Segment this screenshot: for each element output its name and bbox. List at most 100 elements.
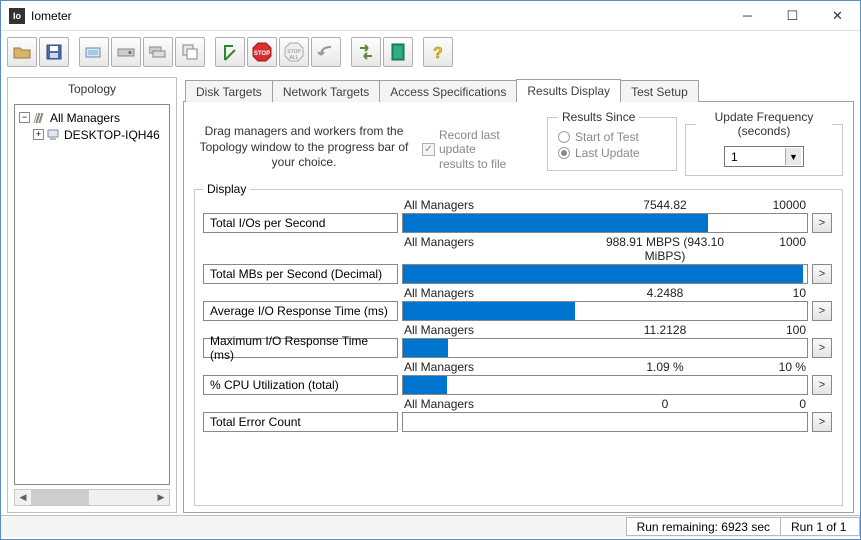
exit-button[interactable]	[383, 37, 413, 67]
metric-expand-button[interactable]: >	[812, 301, 832, 321]
status-run-count: Run 1 of 1	[780, 517, 860, 536]
maximize-button[interactable]: ☐	[770, 1, 815, 30]
radio-last-update: Last Update	[558, 146, 666, 160]
tab-access-specs[interactable]: Access Specifications	[379, 80, 517, 102]
record-checkbox: ✓ Record last updateresults to file	[422, 110, 539, 171]
expand-icon[interactable]: +	[33, 129, 44, 140]
metric-expand-button[interactable]: >	[812, 412, 832, 432]
tab-test-setup[interactable]: Test Setup	[620, 80, 699, 102]
metric-max: 10	[746, 286, 806, 300]
metric-manager: All Managers	[404, 360, 584, 374]
metric-max: 10 %	[746, 360, 806, 374]
svg-text:STOP: STOP	[254, 51, 270, 57]
metric-label[interactable]: Total I/Os per Second	[203, 213, 398, 233]
scroll-right-icon[interactable]: ▶	[153, 490, 169, 505]
reset-button[interactable]	[311, 37, 341, 67]
metric-label[interactable]: % CPU Utilization (total)	[203, 375, 398, 395]
tree-child[interactable]: + DESKTOP-IQH46	[19, 126, 165, 143]
tab-disk-targets[interactable]: Disk Targets	[185, 80, 273, 102]
status-run-remaining: Run remaining: 6923 sec	[626, 517, 781, 536]
start-button[interactable]	[215, 37, 245, 67]
results-since-legend: Results Since	[558, 110, 639, 124]
managers-icon	[33, 112, 47, 124]
record-checkbox-label: Record last updateresults to file	[439, 128, 539, 171]
disks-button[interactable]	[143, 37, 173, 67]
svg-text:?: ?	[433, 45, 443, 61]
metric-expand-button[interactable]: >	[812, 338, 832, 358]
metric-row: Total I/Os per Second All Managers7544.82…	[203, 198, 834, 233]
metric-row: Average I/O Response Time (ms) All Manage…	[203, 286, 834, 321]
metric-bar[interactable]	[402, 412, 808, 432]
display-legend: Display	[203, 182, 250, 196]
radio-label-start: Start of Test	[575, 130, 639, 144]
metric-label[interactable]: Average I/O Response Time (ms)	[203, 301, 398, 321]
metric-manager: All Managers	[404, 235, 584, 263]
topology-panel: Topology − All Managers + DESKTOP-IQH46 …	[7, 77, 177, 513]
radio-start-of-test: Start of Test	[558, 130, 666, 144]
results-tab-body: Drag managers and workers from the Topol…	[183, 101, 854, 513]
results-since-box: Results Since Start of Test Last Update	[547, 110, 677, 171]
update-freq-value: 1	[731, 150, 738, 164]
metric-bar[interactable]	[402, 264, 808, 284]
new-config-button[interactable]	[79, 37, 109, 67]
copy-button[interactable]	[175, 37, 205, 67]
metric-manager: All Managers	[404, 397, 584, 411]
statusbar: Run remaining: 6923 sec Run 1 of 1	[1, 515, 860, 537]
metric-label[interactable]: Total MBs per Second (Decimal)	[203, 264, 398, 284]
save-button[interactable]	[39, 37, 69, 67]
topology-title: Topology	[8, 78, 176, 104]
tree-root[interactable]: − All Managers	[19, 109, 165, 126]
metric-max: 0	[746, 397, 806, 411]
svg-text:ALL: ALL	[290, 55, 299, 61]
metric-expand-button[interactable]: >	[812, 213, 832, 233]
metric-manager: All Managers	[404, 198, 584, 212]
metric-manager: All Managers	[404, 323, 584, 337]
tab-network-targets[interactable]: Network Targets	[272, 80, 380, 102]
disk-target-button[interactable]	[111, 37, 141, 67]
metric-label[interactable]: Maximum I/O Response Time (ms)	[203, 338, 398, 358]
chevron-down-icon[interactable]: ▼	[785, 148, 801, 165]
metric-bar[interactable]	[402, 375, 808, 395]
computer-icon	[47, 129, 61, 141]
metric-value: 0	[584, 397, 746, 411]
metric-row: Maximum I/O Response Time (ms) All Manage…	[203, 323, 834, 358]
metric-row: Total MBs per Second (Decimal) All Manage…	[203, 235, 834, 284]
metric-value: 988.91 MBPS (943.10 MiBPS)	[584, 235, 746, 263]
minimize-button[interactable]: ─	[725, 1, 770, 30]
scroll-left-icon[interactable]: ◀	[15, 490, 31, 505]
expand-icon[interactable]: −	[19, 112, 30, 123]
tab-strip: Disk Targets Network Targets Access Spec…	[183, 77, 854, 101]
metric-max: 100	[746, 323, 806, 337]
metric-label[interactable]: Total Error Count	[203, 412, 398, 432]
swap-button[interactable]	[351, 37, 381, 67]
scroll-thumb[interactable]	[31, 490, 89, 505]
metric-value: 4.2488	[584, 286, 746, 300]
radio-icon	[558, 131, 570, 143]
metric-value: 7544.82	[584, 198, 746, 212]
tree-child-label: DESKTOP-IQH46	[64, 128, 160, 142]
open-button[interactable]	[7, 37, 37, 67]
tree-hscrollbar[interactable]: ◀ ▶	[14, 489, 170, 506]
stop-all-button[interactable]: STOPALL	[279, 37, 309, 67]
checkbox-icon: ✓	[422, 143, 435, 156]
toolbar: STOP STOPALL ?	[1, 31, 860, 73]
help-button[interactable]: ?	[423, 37, 453, 67]
metric-max: 1000	[746, 235, 806, 263]
metric-bar[interactable]	[402, 213, 808, 233]
metric-expand-button[interactable]: >	[812, 375, 832, 395]
close-button[interactable]: ✕	[815, 1, 860, 30]
metric-bar[interactable]	[402, 301, 808, 321]
window-title: Iometer	[31, 9, 725, 23]
metric-bar[interactable]	[402, 338, 808, 358]
metric-value: 11.2128	[584, 323, 746, 337]
tab-results-display[interactable]: Results Display	[516, 79, 621, 102]
update-freq-box: Update Frequency (seconds) 1 ▼	[685, 110, 843, 176]
update-freq-combo[interactable]: 1 ▼	[724, 146, 804, 167]
topology-tree[interactable]: − All Managers + DESKTOP-IQH46	[14, 104, 170, 485]
metric-expand-button[interactable]: >	[812, 264, 832, 284]
stop-button[interactable]: STOP	[247, 37, 277, 67]
metric-manager: All Managers	[404, 286, 584, 300]
metric-value: 1.09 %	[584, 360, 746, 374]
metric-max: 10000	[746, 198, 806, 212]
tree-root-label: All Managers	[50, 111, 120, 125]
